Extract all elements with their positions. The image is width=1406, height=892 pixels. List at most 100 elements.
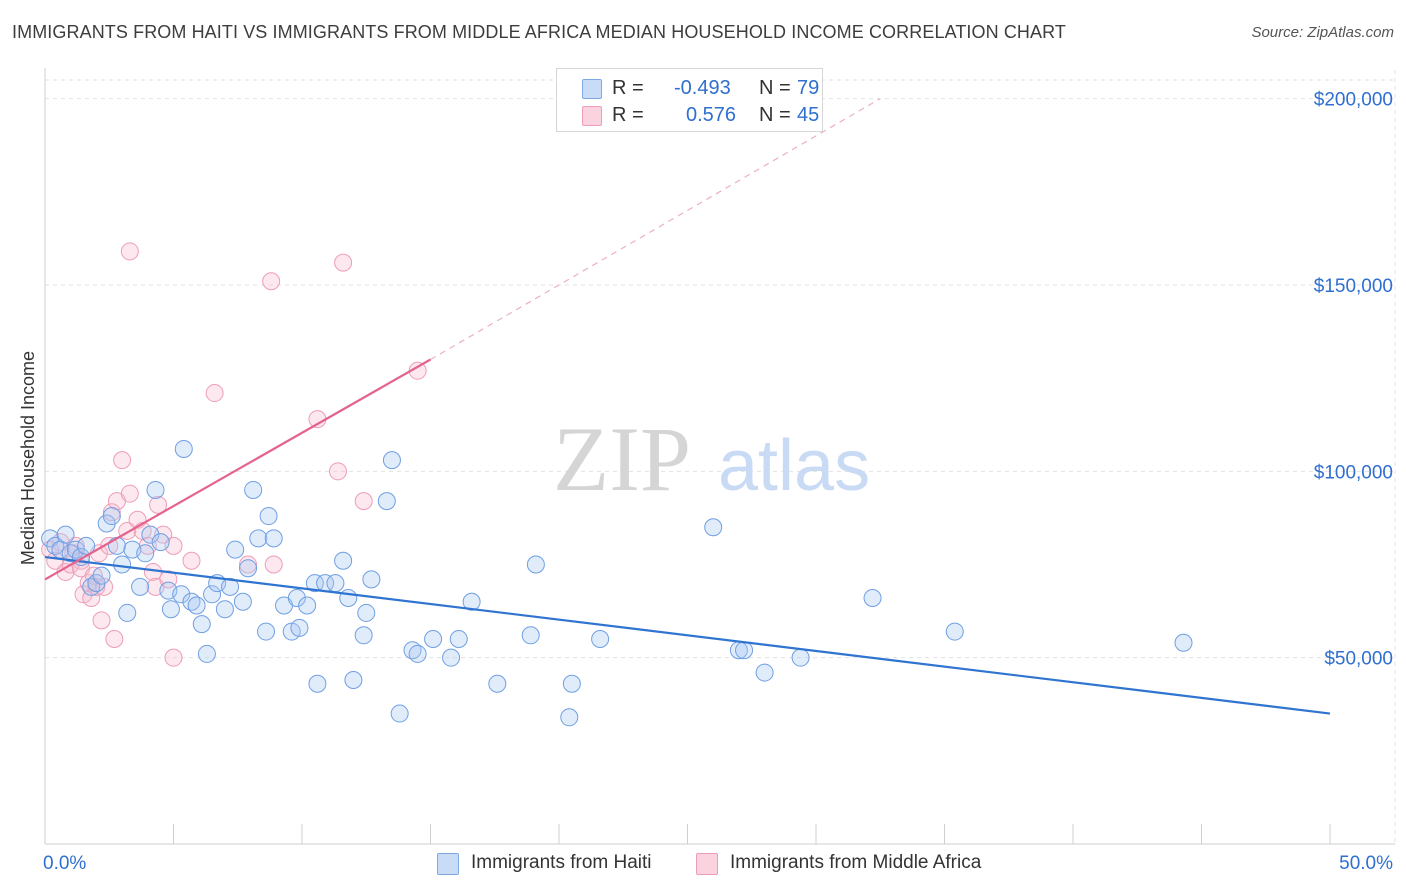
source-label: Source: ZipAtlas.com	[1251, 24, 1394, 41]
middle-africa-point-29	[149, 495, 168, 514]
haiti-point-24	[172, 585, 191, 604]
haiti-point-57	[377, 492, 396, 511]
haiti-point-46	[298, 596, 317, 615]
haiti-point-48	[308, 674, 327, 693]
haiti-trend-line	[44, 555, 1331, 715]
haiti-point-72	[704, 518, 723, 537]
haiti-point-21	[151, 533, 170, 552]
haiti-points	[41, 439, 1193, 727]
haiti-point-64	[449, 630, 468, 649]
haiti-point-33	[221, 577, 240, 596]
middle-africa-point-44	[84, 566, 103, 585]
haiti-point-54	[357, 603, 376, 622]
haiti-point-53	[354, 626, 373, 645]
haiti-point-44	[287, 589, 306, 608]
axes	[44, 68, 1395, 845]
haiti-point-52	[339, 589, 358, 608]
haiti-point-37	[244, 480, 263, 499]
legend-swatch-middle-africa	[582, 106, 602, 126]
haiti-point-13	[107, 536, 126, 555]
middle-africa-point-35	[205, 384, 224, 403]
middle-africa-point-17	[102, 503, 121, 522]
y-axis-label: Median Household Income	[18, 351, 38, 565]
haiti-point-50	[326, 574, 345, 593]
middle-africa-point-16	[100, 536, 119, 555]
haiti-point-25	[174, 439, 193, 458]
haiti-point-75	[755, 663, 774, 682]
haiti-point-68	[521, 626, 540, 645]
legend-r-label: R =	[612, 104, 644, 126]
middle-africa-point-38	[262, 272, 281, 291]
middle-africa-point-14	[92, 611, 111, 630]
haiti-point-28	[192, 615, 211, 634]
y-tick-label-1: $100,000	[1314, 462, 1393, 483]
y-tick-label-0: $50,000	[1324, 649, 1393, 670]
middle-africa-point-18	[105, 630, 124, 649]
haiti-point-32	[215, 600, 234, 619]
middle-africa-point-12	[87, 577, 106, 596]
haiti-point-47	[305, 574, 324, 593]
middle-africa-point-37	[264, 555, 283, 574]
haiti-point-61	[408, 644, 427, 663]
haiti-point-19	[141, 525, 160, 544]
legend-n-value-haiti: 79	[797, 77, 820, 99]
middle-africa-points	[41, 242, 427, 667]
haiti-point-39	[257, 622, 276, 641]
legend-r-label: R =	[612, 77, 644, 99]
bottom-legend-swatch-middle-africa	[696, 853, 718, 875]
haiti-point-78	[945, 622, 964, 641]
haiti-point-45	[290, 618, 309, 637]
haiti-point-34	[226, 540, 245, 559]
legend-swatch-haiti	[582, 79, 602, 99]
middle-africa-point-40	[328, 462, 347, 481]
middle-africa-trend-line	[44, 358, 432, 581]
haiti-point-56	[344, 671, 363, 690]
tick-labels: $50,000 $100,000 $150,000 $200,000 0.0% 50.0%	[43, 90, 1393, 874]
legend-n-value-middle-africa: 45	[797, 104, 820, 126]
bottom-legend-label-middle-africa: Immigrants from Middle Africa	[730, 852, 982, 873]
legend-n-label: N =	[759, 77, 791, 99]
haiti-point-41	[264, 529, 283, 548]
haiti-point-14	[113, 555, 132, 574]
middle-africa-point-20	[113, 451, 132, 470]
chart-title: IMMIGRANTS FROM HAITI VS IMMIGRANTS FROM…	[12, 22, 1067, 42]
haiti-point-30	[203, 585, 222, 604]
middle-africa-point-41	[334, 253, 353, 272]
haiti-point-18	[136, 544, 155, 563]
middle-africa-point-22	[120, 484, 139, 503]
middle-africa-trend-extension	[430, 98, 881, 361]
haiti-point-7	[77, 536, 96, 555]
haiti-point-40	[259, 507, 278, 526]
haiti-point-20	[146, 480, 165, 499]
haiti-point-10	[92, 566, 111, 585]
middle-africa-point-30	[154, 525, 173, 544]
haiti-point-71	[591, 630, 610, 649]
haiti-point-3	[56, 525, 75, 544]
x-tick-label-max: 50.0%	[1339, 853, 1393, 874]
haiti-point-15	[118, 603, 137, 622]
haiti-point-69	[560, 708, 579, 727]
y-tick-label-2: $150,000	[1314, 276, 1393, 297]
middle-africa-point-34	[182, 551, 201, 570]
middle-africa-point-32	[164, 648, 183, 667]
legend-r-value-haiti: -0.493	[674, 77, 731, 99]
haiti-point-35	[233, 592, 252, 611]
correlation-legend: R = -0.493 N = 79 R = 0.576 N = 45	[556, 68, 823, 132]
trend-lines	[44, 98, 1331, 715]
haiti-point-51	[334, 551, 353, 570]
haiti-point-36	[239, 559, 258, 578]
bottom-legend-swatch-haiti	[437, 853, 459, 875]
middle-africa-point-23	[120, 242, 139, 261]
legend-r-value-middle-africa: 0.576	[686, 104, 737, 126]
middle-africa-point-36	[239, 555, 258, 574]
haiti-point-23	[161, 600, 180, 619]
watermark: ZIP atlas	[553, 408, 870, 510]
bottom-legend-label-haiti: Immigrants from Haiti	[471, 852, 652, 873]
haiti-point-76	[791, 648, 810, 667]
y-tick-label-3: $200,000	[1314, 90, 1393, 111]
haiti-point-62	[424, 630, 443, 649]
haiti-point-66	[488, 674, 507, 693]
haiti-point-55	[362, 570, 381, 589]
haiti-point-29	[197, 644, 216, 663]
